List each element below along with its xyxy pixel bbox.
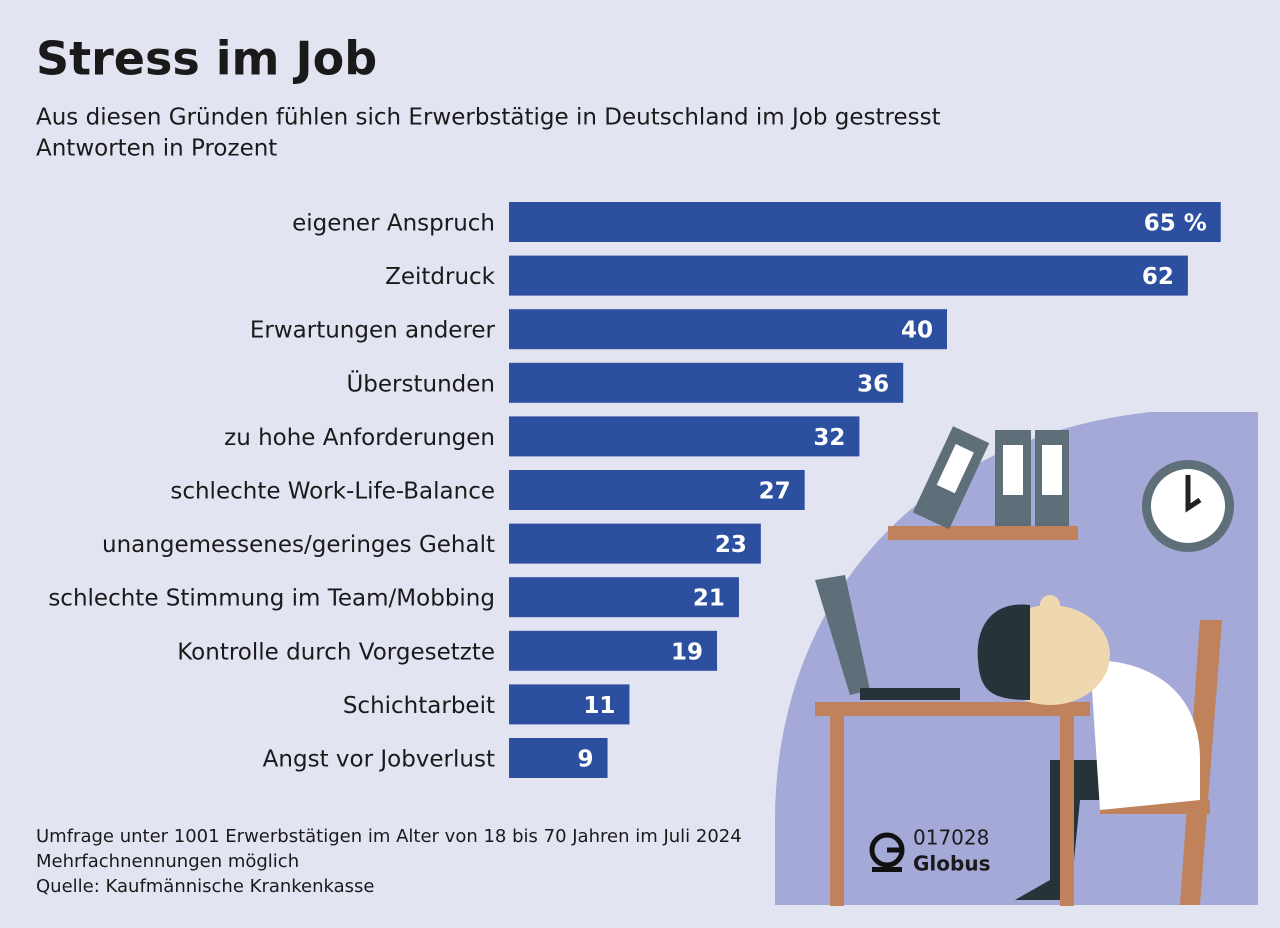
category-label: Überstunden xyxy=(346,369,495,397)
category-label: eigener Anspruch xyxy=(292,211,495,237)
value-label: 21 xyxy=(693,586,725,612)
value-label: 65 % xyxy=(1144,211,1207,237)
value-label: 19 xyxy=(671,639,703,665)
bar xyxy=(509,738,608,778)
bar xyxy=(509,684,630,725)
category-label: Zeitdruck xyxy=(385,264,496,290)
subtitle: Aus diesen Gründen fühlen sich Erwerbstä… xyxy=(36,105,941,131)
category-label: unangemessenes/geringes Gehalt xyxy=(102,532,495,558)
logo xyxy=(869,832,905,872)
subtitle: Antworten in Prozent xyxy=(36,136,277,162)
category-label: schlechte Stimmung im Team/Mobbing xyxy=(48,586,495,612)
category-label: Erwartungen anderer xyxy=(250,318,496,344)
category-label: Schichtarbeit xyxy=(343,693,495,719)
bar xyxy=(509,470,805,510)
note: Umfrage unter 1001 Erwerbstätigen im Alt… xyxy=(36,826,742,847)
bar xyxy=(509,630,718,671)
bar xyxy=(509,523,761,564)
note: Mehrfachnennungen möglich xyxy=(36,851,299,872)
value-label: 32 xyxy=(813,425,845,451)
bar xyxy=(509,416,860,457)
bar xyxy=(509,309,947,350)
logo-code: 017028 xyxy=(913,826,989,850)
bar xyxy=(509,362,904,403)
chart-title: Stress im Job xyxy=(36,32,377,86)
value-label: 40 xyxy=(901,318,933,344)
illustration xyxy=(775,412,1258,906)
category-label: Kontrolle durch Vorgesetzte xyxy=(177,639,495,665)
logo-brand: Globus xyxy=(913,852,990,876)
note: Quelle: Kaufmännische Krankenkasse xyxy=(36,876,375,897)
bar xyxy=(509,577,739,618)
bar xyxy=(509,255,1188,296)
category-label: schlechte Work-Life-Balance xyxy=(170,479,495,505)
value-label: 36 xyxy=(857,371,889,397)
value-label: 23 xyxy=(715,532,747,558)
value-label: 11 xyxy=(583,693,615,719)
value-label: 9 xyxy=(578,747,594,773)
value-label: 62 xyxy=(1142,264,1174,290)
category-label: zu hohe Anforderungen xyxy=(224,425,495,451)
bar xyxy=(509,202,1221,242)
category-label: Angst vor Jobverlust xyxy=(263,747,495,773)
value-label: 27 xyxy=(759,479,791,505)
